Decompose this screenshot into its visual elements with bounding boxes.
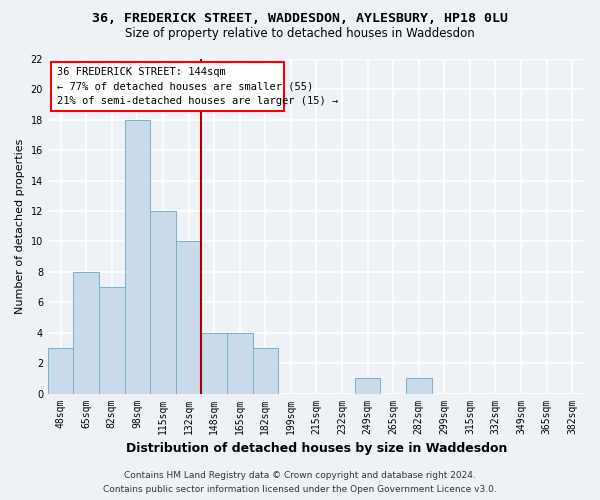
Bar [176,242,202,394]
Bar [253,348,278,394]
X-axis label: Distribution of detached houses by size in Waddesdon: Distribution of detached houses by size … [126,442,507,455]
FancyBboxPatch shape [50,62,284,111]
Text: Contains HM Land Registry data © Crown copyright and database right 2024.
Contai: Contains HM Land Registry data © Crown c… [103,472,497,494]
Text: Size of property relative to detached houses in Waddesdon: Size of property relative to detached ho… [125,28,475,40]
Bar [99,287,125,394]
Text: 36 FREDERICK STREET: 144sqm: 36 FREDERICK STREET: 144sqm [57,67,226,77]
Bar [125,120,150,394]
Bar [73,272,99,394]
Text: 21% of semi-detached houses are larger (15) →: 21% of semi-detached houses are larger (… [57,96,338,106]
Text: ← 77% of detached houses are smaller (55): ← 77% of detached houses are smaller (55… [57,82,313,92]
Bar [355,378,380,394]
Bar [406,378,431,394]
Bar [150,211,176,394]
Y-axis label: Number of detached properties: Number of detached properties [15,138,25,314]
Bar [48,348,73,394]
Bar [202,332,227,394]
Bar [227,332,253,394]
Text: 36, FREDERICK STREET, WADDESDON, AYLESBURY, HP18 0LU: 36, FREDERICK STREET, WADDESDON, AYLESBU… [92,12,508,26]
